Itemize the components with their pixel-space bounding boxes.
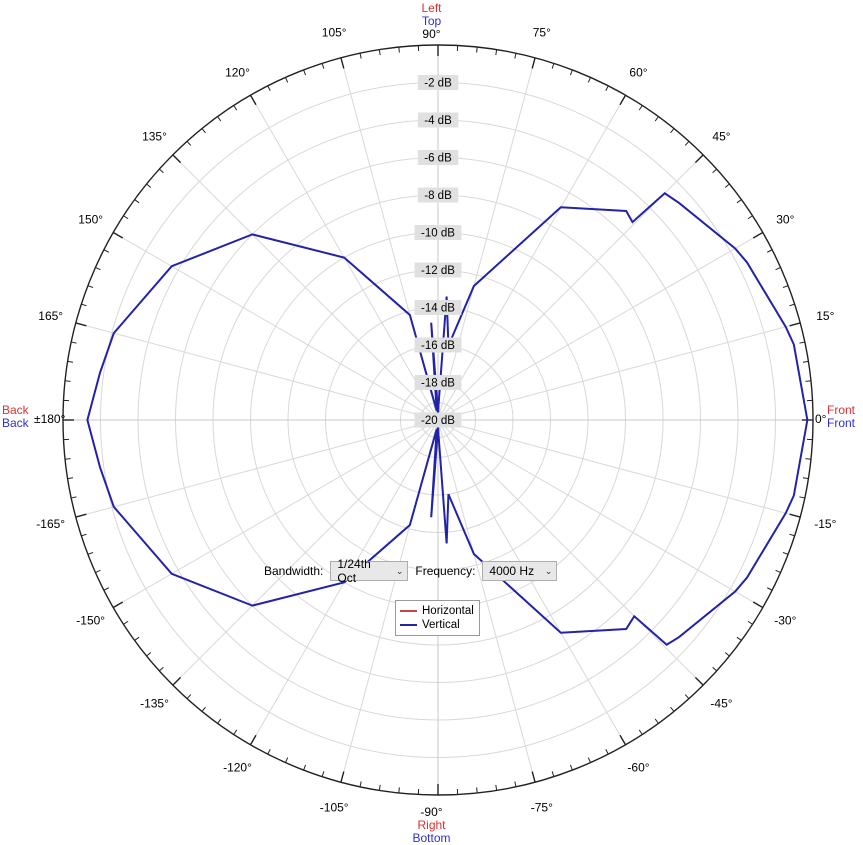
svg-text:-15°: -15° [814, 517, 836, 531]
svg-text:-60°: -60° [627, 760, 649, 774]
bandwidth-label: Bandwidth: [264, 564, 323, 578]
chevron-down-icon: ⌄ [396, 567, 404, 576]
svg-text:-135°: -135° [140, 697, 169, 711]
svg-text:135°: 135° [142, 130, 167, 144]
bandwidth-value: 1/24th Oct [337, 557, 395, 585]
svg-text:-8 dB: -8 dB [424, 190, 452, 202]
chart-legend: Horizontal Vertical [395, 600, 480, 636]
svg-text:-120°: -120° [223, 760, 252, 774]
legend-swatch-vertical [400, 624, 417, 626]
svg-text:-30°: -30° [774, 614, 796, 628]
svg-text:-165°: -165° [36, 517, 65, 531]
chevron-down-icon: ⌄ [545, 567, 553, 576]
svg-text:-16 dB: -16 dB [421, 340, 455, 352]
frequency-dropdown[interactable]: 4000 Hz ⌄ [482, 561, 557, 581]
svg-text:-10 dB: -10 dB [421, 228, 455, 240]
svg-text:-20 dB: -20 dB [421, 415, 455, 427]
axis-label-top-angle: 90° [0, 28, 863, 41]
axis-label-left-angle: ±180° [34, 412, 65, 426]
svg-text:-45°: -45° [710, 697, 732, 711]
frequency-label: Frequency: [415, 564, 475, 578]
svg-text:150°: 150° [78, 213, 103, 227]
legend-item-horizontal[interactable]: Horizontal [400, 604, 474, 618]
axis-label-left-blue: Back [2, 417, 29, 430]
svg-text:-4 dB: -4 dB [424, 115, 452, 127]
legend-label-horizontal: Horizontal [422, 604, 474, 618]
legend-item-vertical[interactable]: Vertical [400, 618, 474, 632]
svg-text:165°: 165° [38, 309, 63, 323]
frequency-value: 4000 Hz [489, 564, 540, 578]
axis-label-right: Front Front [827, 404, 855, 430]
axis-label-right-angle: 0° [815, 412, 826, 426]
legend-swatch-horizontal [400, 610, 417, 612]
svg-text:-6 dB: -6 dB [424, 153, 452, 165]
svg-text:-12 dB: -12 dB [421, 265, 455, 277]
svg-text:15°: 15° [816, 309, 834, 323]
chart-controls: Bandwidth: 1/24th Oct ⌄ Frequency: 4000 … [264, 561, 557, 581]
svg-text:-14 dB: -14 dB [421, 303, 455, 315]
svg-text:120°: 120° [225, 66, 250, 80]
bandwidth-dropdown[interactable]: 1/24th Oct ⌄ [330, 561, 408, 581]
axis-label-bottom: -90° Right Bottom [0, 806, 863, 845]
legend-label-vertical: Vertical [422, 618, 460, 632]
svg-text:-150°: -150° [76, 614, 105, 628]
svg-text:30°: 30° [776, 213, 794, 227]
axis-label-left: Back Back [2, 404, 29, 430]
axis-label-top: Left Top 90° [0, 2, 863, 41]
svg-text:-2 dB: -2 dB [424, 78, 452, 90]
svg-text:60°: 60° [629, 66, 647, 80]
svg-text:-18 dB: -18 dB [421, 378, 455, 390]
svg-text:45°: 45° [712, 130, 730, 144]
axis-label-right-blue: Front [827, 417, 855, 430]
